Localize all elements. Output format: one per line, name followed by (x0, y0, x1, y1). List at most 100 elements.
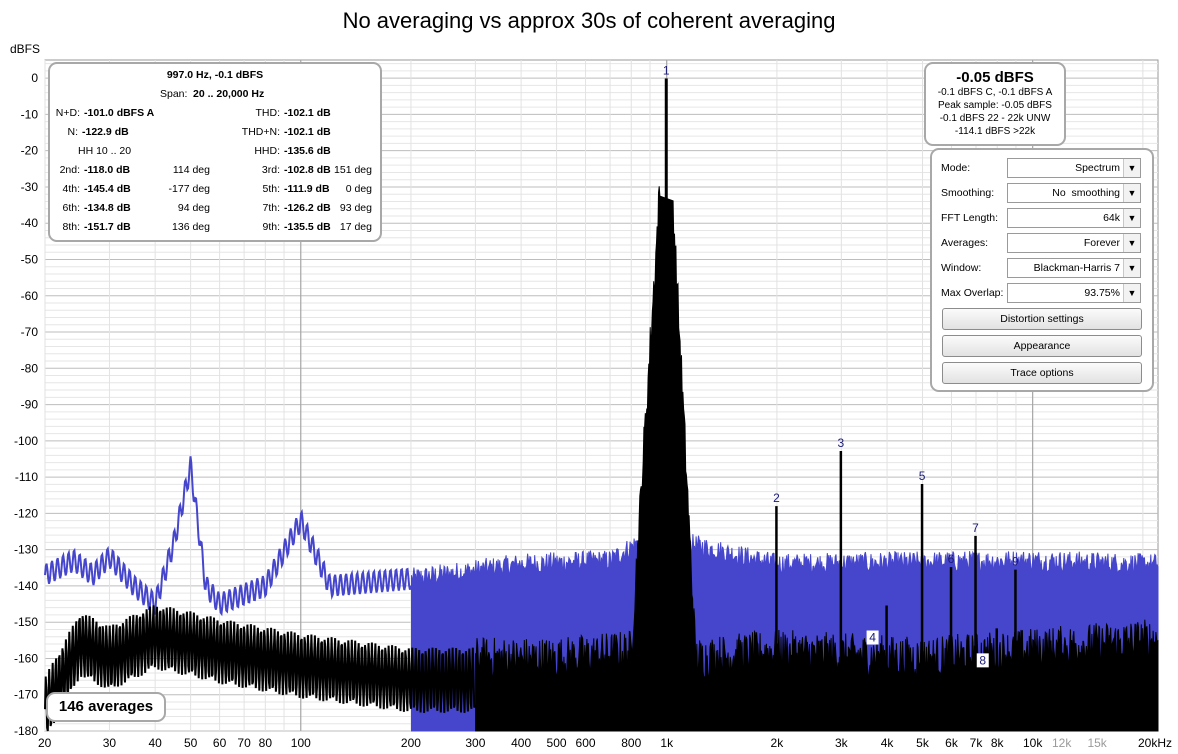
y-tick-label: 0 (31, 71, 38, 85)
x-tick-label: 10k (1023, 736, 1043, 750)
averages-select[interactable]: Forever ▼ (1007, 233, 1141, 253)
x-tick-label: 20 (38, 736, 52, 750)
smoothing-label: Smoothing: (941, 187, 995, 199)
harmonic-label: 5 (919, 469, 926, 483)
level-weighted: -0.1 dBFS C, -0.1 dBFS A (937, 87, 1053, 98)
harmonic-label: 9 (1012, 555, 1019, 569)
fft-length-value: 64k (1103, 212, 1120, 224)
harmonic-label: 2 (773, 491, 780, 505)
chevron-down-icon[interactable]: ▼ (1123, 259, 1140, 277)
averages-count-badge: 146 averages (46, 692, 166, 722)
harmonic-row: 2nd: -118.0 dB 114 deg 3rd: -102.8 dB 151 deg (50, 164, 380, 183)
chevron-down-icon[interactable]: ▼ (1123, 159, 1140, 177)
axis-layer: 0 -10 -20 -30 -40 -50 -60 -70 -80 -90 -100 -110 -120… (14, 71, 1172, 750)
smoothing-select[interactable]: No smoothing ▼ (1007, 183, 1141, 203)
smoothing-row: Smoothing: No smoothing ▼ (940, 183, 1146, 205)
level-main-value: -0.05 dBFS (956, 69, 1034, 86)
trace-options-button[interactable]: Trace options (942, 362, 1142, 384)
harmonic-label: 7 (972, 521, 979, 535)
chevron-down-icon[interactable]: ▼ (1123, 184, 1140, 202)
harmonic-level: -134.8 dB (84, 202, 131, 214)
distortion-settings-button[interactable]: Distortion settings (942, 308, 1142, 330)
y-tick-label: -170 (14, 688, 38, 702)
x-tick-label: 600 (576, 736, 596, 750)
x-tick-label: 12k (1052, 736, 1072, 750)
harmonic-label: 1 (663, 63, 670, 77)
harmonic-phase: 94 deg (177, 202, 210, 214)
mode-row: Mode: Spectrum ▼ (940, 158, 1146, 180)
mode-label: Mode: (941, 162, 971, 174)
x-tick-label: 50 (184, 736, 198, 750)
harmonic-row: 4th: -145.4 dB -177 deg 5th: -111.9 dB 0 deg (50, 183, 380, 202)
smoothing-value: No smoothing (1052, 187, 1120, 199)
y-tick-label: -10 (21, 107, 39, 121)
x-tick-label: 40 (148, 736, 162, 750)
harmonic-label: 7th: (262, 202, 280, 214)
harmonic-level: -145.4 dB (84, 183, 131, 195)
window-select[interactable]: Blackman-Harris 7 ▼ (1007, 258, 1141, 278)
y-tick-label: -120 (14, 506, 38, 520)
x-tick-label: 200 (401, 736, 421, 750)
hhd-value: -135.6 dB (284, 145, 331, 157)
harmonic-level: -102.8 dB (284, 164, 331, 176)
window-value: Blackman-Harris 7 (1033, 262, 1120, 274)
chart-title: No averaging vs approx 30s of coherent a… (342, 8, 836, 33)
y-tick-label: -160 (14, 651, 38, 665)
harmonic-label: 4th: (62, 183, 80, 195)
harmonic-level: -111.9 dB (284, 183, 330, 195)
harmonic-label-bg (866, 630, 879, 645)
harmonic-label: 2nd: (59, 164, 80, 176)
chevron-down-icon[interactable]: ▼ (1123, 284, 1140, 302)
y-tick-label: -110 (15, 470, 38, 484)
y-tick-label: -30 (21, 180, 39, 194)
n-label: N: (67, 126, 79, 138)
series-no-averaging-lowfreq (44, 456, 412, 617)
x-tick-label: 500 (547, 736, 567, 750)
series-no-averaging-noise (410, 266, 1159, 732)
thd-label: THD: (255, 107, 281, 119)
chevron-down-icon[interactable]: ▼ (1123, 209, 1140, 227)
trace-layer (44, 186, 1159, 732)
span-label: Span: (160, 88, 188, 100)
x-tick-label: 800 (621, 736, 641, 750)
fft-length-label: FFT Length: (941, 212, 999, 224)
harmonic-phase: 136 deg (172, 221, 210, 233)
fft-length-select[interactable]: 64k ▼ (1007, 208, 1141, 228)
averages-label: Averages: (941, 237, 989, 249)
harmonic-label: 9th: (262, 221, 280, 233)
max-overlap-select[interactable]: 93.75% ▼ (1007, 283, 1141, 303)
harmonic-phase: 17 deg (339, 221, 372, 233)
y-tick-label: -40 (21, 216, 39, 230)
harmonic-phase: 151 deg (334, 164, 372, 176)
appearance-button[interactable]: Appearance (942, 335, 1142, 357)
y-tick-label: -180 (14, 724, 38, 738)
thd-value: -102.1 dB (284, 107, 331, 119)
harmonic-label: 8th: (62, 221, 80, 233)
harmonic-phase: 93 deg (339, 202, 372, 214)
harmonic-level: -118.0 dB (84, 164, 131, 176)
x-tick-label: 15k (1087, 736, 1107, 750)
chevron-down-icon[interactable]: ▼ (1123, 234, 1140, 252)
harmonic-level: -135.5 dB (284, 221, 331, 233)
mode-select[interactable]: Spectrum ▼ (1007, 158, 1141, 178)
mode-value: Spectrum (1075, 162, 1120, 174)
x-tick-label: 400 (511, 736, 531, 750)
y-tick-label: -20 (21, 144, 39, 158)
window-label: Window: (941, 262, 982, 274)
averages-row: Averages: Forever ▼ (940, 233, 1146, 255)
series-averaged-noise (475, 186, 1159, 732)
x-tick-label: 4k (881, 736, 895, 750)
level-peak-sample: Peak sample: -0.05 dBFS (938, 100, 1052, 111)
averages-value: Forever (1083, 237, 1120, 249)
nd-label: N+D: (55, 107, 80, 119)
max-overlap-label: Max Overlap: (941, 287, 1004, 299)
x-tick-label: 7k (970, 736, 984, 750)
y-tick-label: -60 (21, 289, 39, 303)
fft-length-row: FFT Length: 64k ▼ (940, 208, 1146, 230)
level-readout-panel: -0.05 dBFS -0.1 dBFS C, -0.1 dBFS A Peak… (924, 62, 1066, 146)
y-tick-label: -140 (14, 579, 38, 593)
harmonic-label: 6 (948, 552, 955, 566)
level-above-22k: -114.1 dBFS >22k (954, 126, 1036, 137)
nd-value: -101.0 dBFS A (84, 107, 155, 119)
harmonic-label: 3rd: (261, 164, 280, 176)
